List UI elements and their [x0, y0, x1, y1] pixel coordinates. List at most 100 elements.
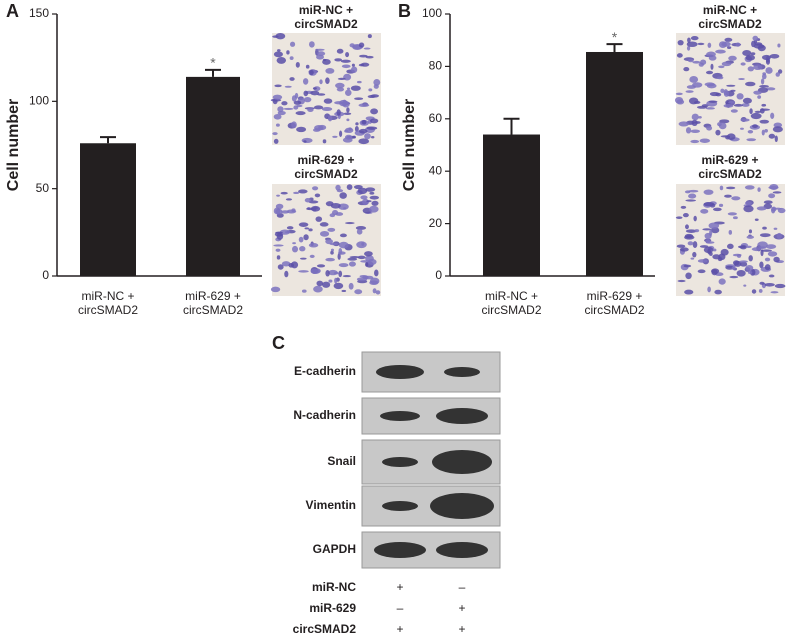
cell-blob [273, 138, 279, 144]
cell-blob [675, 92, 683, 96]
cell-blob [759, 233, 771, 238]
cell-blob [692, 241, 698, 248]
cell-blob [314, 125, 324, 131]
cell-blob [699, 138, 711, 143]
cell-blob [298, 189, 308, 194]
cell-blob [286, 50, 290, 55]
y-tick-label: 0 [435, 268, 442, 282]
cell-blob [295, 111, 306, 116]
cell-blob [342, 275, 352, 278]
cell-blob [732, 260, 740, 266]
cell-blob [732, 216, 738, 220]
protein-label: GAPDH [313, 542, 356, 556]
protein-label: N-cadherin [293, 408, 356, 422]
cell-blob [289, 56, 294, 60]
cell-blob [373, 84, 379, 89]
cell-blob [698, 62, 704, 67]
cell-blob [308, 200, 319, 204]
cell-blob [280, 191, 288, 195]
cell-blob [693, 215, 697, 222]
cell-blob [285, 198, 293, 201]
cell-blob [327, 227, 336, 232]
cell-blob [716, 76, 724, 80]
cell-blob [752, 35, 759, 41]
cell-blob [319, 79, 323, 85]
cell-blob [740, 62, 746, 66]
cell-blob [338, 241, 349, 249]
cell-blob [281, 101, 288, 106]
cell-blob [719, 185, 724, 191]
cell-blob [347, 257, 358, 261]
cell-blob [706, 51, 716, 58]
cell-blob [272, 132, 278, 136]
significance-mark: * [210, 55, 216, 71]
cell-blob [687, 241, 694, 246]
cell-blob [301, 137, 313, 144]
cell-blob [708, 100, 718, 103]
blot-band [444, 367, 480, 377]
cell-blob [312, 186, 319, 191]
cell-blob [276, 49, 281, 52]
cell-blob [353, 185, 363, 190]
y-tick-label: 80 [429, 59, 443, 73]
condition-mark: + [396, 580, 403, 594]
cell-blob [275, 231, 283, 234]
cell-blob [346, 118, 350, 122]
cell-blob [333, 271, 339, 275]
cell-blob [750, 112, 762, 120]
cell-blob [314, 193, 321, 198]
cell-blob [298, 236, 304, 243]
cell-blob [715, 49, 726, 54]
cell-blob [736, 93, 744, 100]
cell-blob [291, 95, 297, 102]
error-bar [606, 43, 623, 52]
cell-blob [684, 233, 694, 239]
cell-blob [773, 122, 783, 128]
cell-blob [340, 59, 351, 63]
cell-blob [270, 286, 281, 293]
cell-blob [731, 266, 736, 270]
cell-blob [316, 51, 326, 56]
cell-blob [361, 119, 367, 125]
cell-blob [753, 64, 763, 71]
cell-blob [688, 193, 697, 199]
cell-blob [758, 246, 767, 250]
cell-blob [369, 118, 379, 124]
cell-blob [334, 277, 338, 284]
cell-blob [771, 206, 777, 212]
cell-blob [718, 278, 726, 285]
cell-blob [777, 43, 781, 48]
cell-blob [283, 107, 294, 111]
cell-blob [369, 280, 379, 286]
cell-blob [736, 269, 746, 277]
cell-blob [764, 264, 771, 271]
cell-blob [319, 222, 329, 227]
cell-blob [309, 254, 315, 258]
cell-blob [757, 241, 768, 249]
cell-blob [733, 103, 743, 107]
cell-blob [366, 126, 378, 130]
cell-blob [276, 255, 281, 260]
cell-blob [710, 63, 714, 70]
bar [80, 143, 136, 276]
y-tick-label: 40 [429, 163, 443, 177]
cell-blob [759, 84, 769, 88]
cell-blob [711, 269, 718, 276]
cell-blob [692, 60, 701, 64]
condition-mark: – [397, 601, 404, 615]
cell-blob [773, 227, 778, 230]
cell-blob [321, 107, 333, 112]
cell-blob [339, 130, 343, 137]
cell-blob [685, 224, 689, 230]
cell-blob [325, 269, 330, 277]
cell-blob [335, 82, 345, 89]
cell-blob [690, 139, 700, 144]
cell-blob [754, 110, 762, 114]
cell-blob [742, 49, 752, 57]
cell-blob [765, 58, 771, 65]
cell-blob [305, 64, 310, 69]
cell-blob [676, 99, 685, 105]
blot-band [432, 450, 492, 474]
